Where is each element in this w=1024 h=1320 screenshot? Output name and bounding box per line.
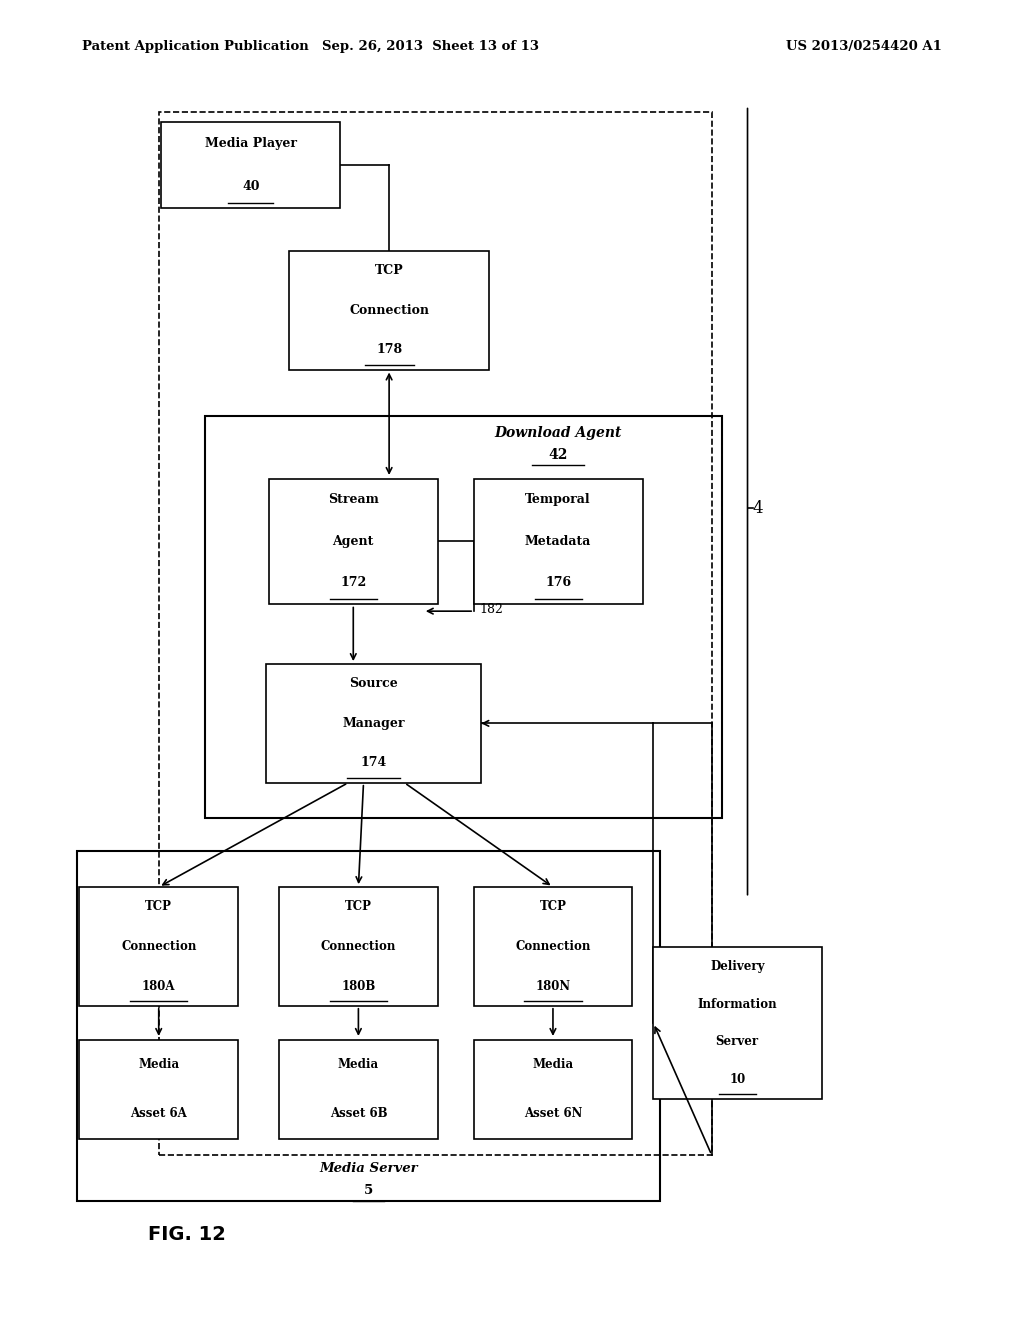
Text: Source: Source (349, 677, 398, 690)
FancyBboxPatch shape (266, 664, 481, 783)
Text: 4: 4 (753, 500, 763, 516)
Text: 180N: 180N (536, 979, 570, 993)
Text: TCP: TCP (375, 264, 403, 277)
Text: Connection: Connection (321, 940, 396, 953)
Text: US 2013/0254420 A1: US 2013/0254420 A1 (786, 40, 942, 53)
Text: Metadata: Metadata (525, 535, 591, 548)
FancyBboxPatch shape (279, 887, 438, 1006)
Text: TCP: TCP (345, 900, 372, 913)
Text: Media Server: Media Server (319, 1162, 418, 1175)
Text: Media Player: Media Player (205, 137, 297, 150)
Text: Stream: Stream (328, 492, 379, 506)
Text: Connection: Connection (121, 940, 197, 953)
FancyBboxPatch shape (289, 251, 489, 370)
Text: TCP: TCP (540, 900, 566, 913)
FancyBboxPatch shape (473, 1040, 633, 1138)
Text: 180A: 180A (142, 979, 175, 993)
Text: Delivery: Delivery (710, 960, 765, 973)
FancyBboxPatch shape (473, 887, 633, 1006)
Text: 178: 178 (376, 343, 402, 356)
FancyBboxPatch shape (653, 948, 821, 1098)
Text: Connection: Connection (349, 304, 429, 317)
Text: 174: 174 (360, 756, 387, 770)
Text: Media: Media (532, 1057, 573, 1071)
Text: 10: 10 (729, 1073, 745, 1086)
Text: Asset 6B: Asset 6B (330, 1107, 387, 1121)
Text: 42: 42 (549, 449, 567, 462)
Text: Asset 6N: Asset 6N (523, 1107, 583, 1121)
FancyBboxPatch shape (80, 887, 238, 1006)
Text: Manager: Manager (342, 717, 406, 730)
Text: FIG. 12: FIG. 12 (148, 1225, 226, 1243)
Text: Connection: Connection (515, 940, 591, 953)
FancyBboxPatch shape (268, 479, 438, 605)
FancyBboxPatch shape (162, 123, 340, 207)
Text: Asset 6A: Asset 6A (130, 1107, 187, 1121)
Text: 5: 5 (364, 1184, 374, 1197)
Text: 180B: 180B (341, 979, 376, 993)
FancyBboxPatch shape (473, 479, 643, 605)
Text: Server: Server (716, 1035, 759, 1048)
Text: Agent: Agent (333, 535, 374, 548)
Text: Sep. 26, 2013  Sheet 13 of 13: Sep. 26, 2013 Sheet 13 of 13 (322, 40, 539, 53)
Text: Download Agent: Download Agent (495, 426, 622, 440)
Text: Media: Media (338, 1057, 379, 1071)
Text: TCP: TCP (145, 900, 172, 913)
FancyBboxPatch shape (279, 1040, 438, 1138)
Text: 176: 176 (545, 577, 571, 590)
Text: 172: 172 (340, 577, 367, 590)
Text: 40: 40 (242, 180, 260, 193)
Text: Patent Application Publication: Patent Application Publication (82, 40, 308, 53)
Text: Media: Media (138, 1057, 179, 1071)
Text: Information: Information (697, 998, 777, 1011)
Text: 182: 182 (479, 603, 503, 616)
FancyBboxPatch shape (80, 1040, 238, 1138)
Text: Temporal: Temporal (525, 492, 591, 506)
